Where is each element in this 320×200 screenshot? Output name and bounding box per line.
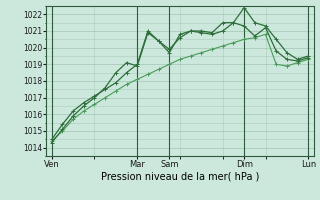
X-axis label: Pression niveau de la mer( hPa ): Pression niveau de la mer( hPa ) — [101, 172, 259, 182]
